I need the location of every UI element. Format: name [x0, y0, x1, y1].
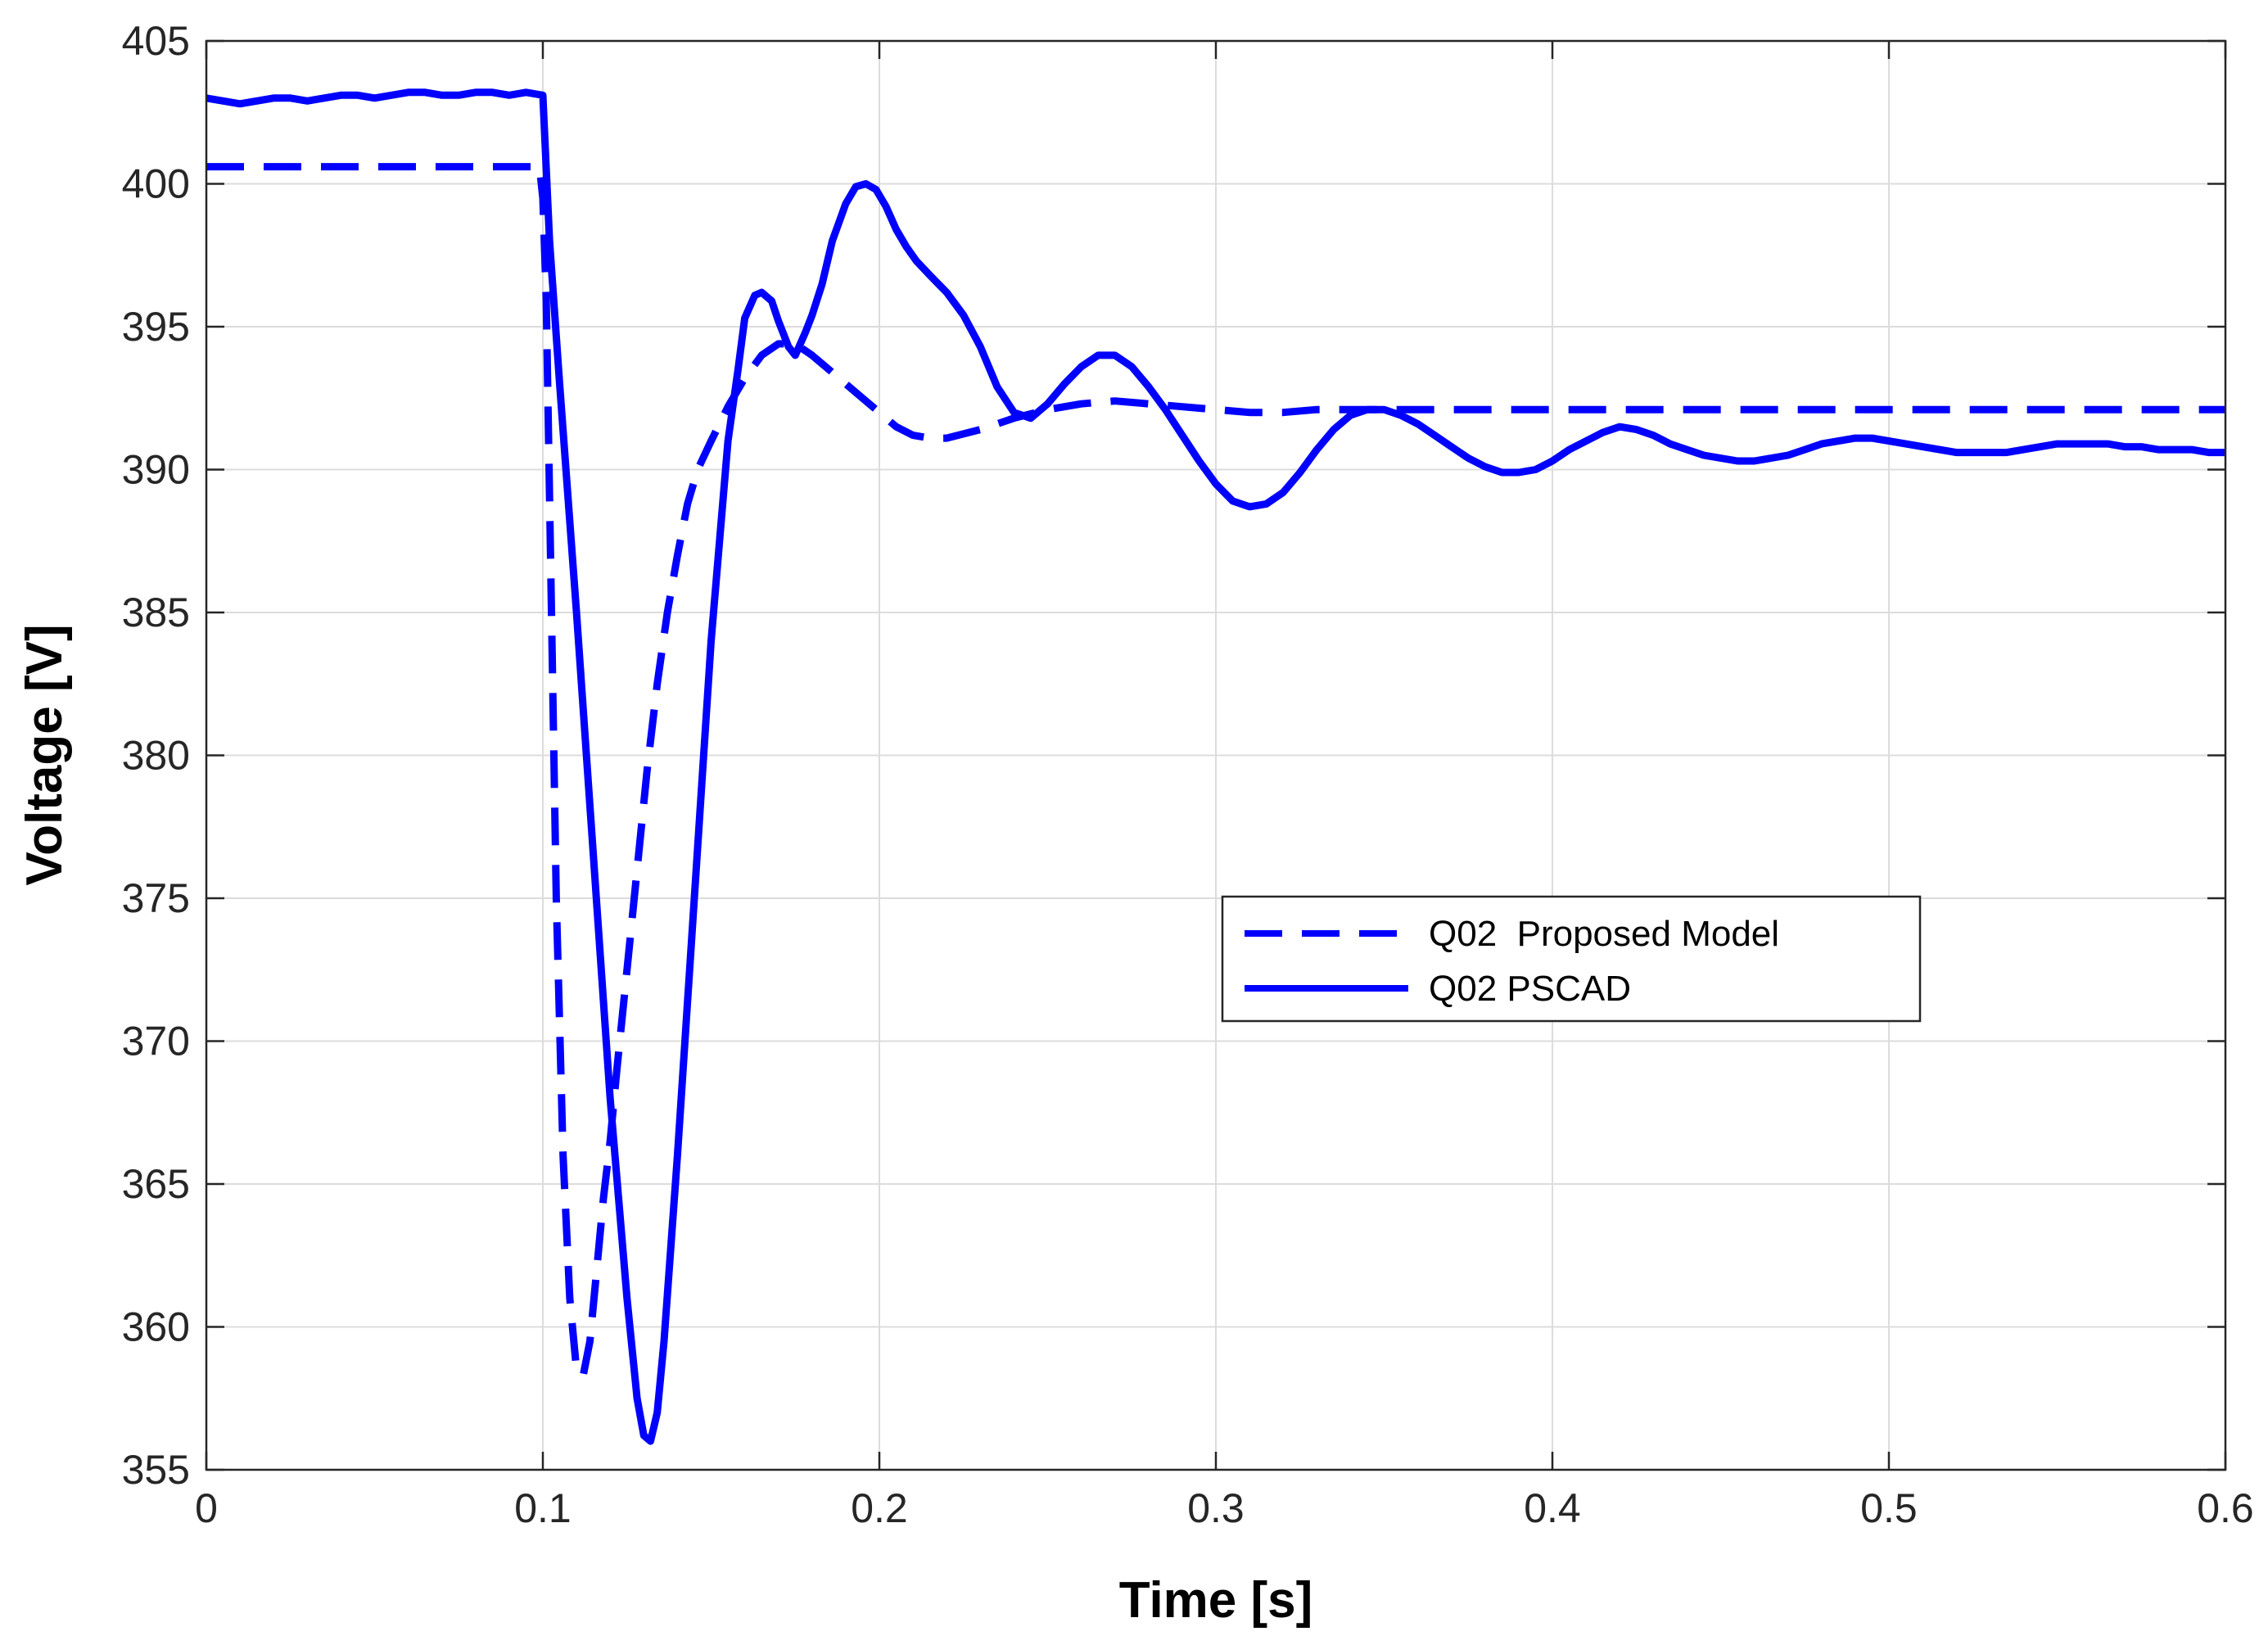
legend-box [1221, 895, 1922, 1023]
y-tick-label: 395 [122, 304, 190, 350]
y-tick-label: 390 [122, 447, 190, 493]
y-tick-label: 365 [122, 1161, 190, 1207]
ticks: 0 0.1 0.2 0.3 0.4 0.5 0.6 355 360 365 370 375 380 385… [122, 18, 2254, 1531]
x-tick-label: 0 [195, 1485, 218, 1531]
legend-label-proposed-model: Q02 Proposed Model [1429, 914, 1779, 954]
y-tick-label: 385 [122, 590, 190, 635]
grid [206, 41, 2225, 1470]
y-tick-label: 405 [122, 18, 190, 64]
x-axis-title: Time [s] [1119, 1572, 1313, 1629]
x-tick-label: 0.5 [1860, 1485, 1918, 1531]
x-tick-label: 0.6 [2197, 1485, 2254, 1531]
y-tick-label: 355 [122, 1447, 190, 1493]
x-tick-label: 0.3 [1187, 1485, 1245, 1531]
y-tick-label: 370 [122, 1019, 190, 1064]
series-line-proposed-model [206, 163, 2225, 1380]
y-tick-label: 380 [122, 733, 190, 779]
series-layer [206, 88, 2225, 1445]
y-tick-label: 375 [122, 875, 190, 921]
y-tick-label: 360 [122, 1304, 190, 1350]
series-line-pscad [206, 88, 2225, 1445]
legend-label-pscad: Q02 PSCAD [1429, 969, 1631, 1009]
legend: Q02 Proposed Model Q02 PSCAD [1221, 895, 1922, 1023]
y-axis-title: Voltage [V] [16, 624, 73, 885]
y-tick-label: 400 [122, 161, 190, 207]
x-tick-label: 0.4 [1524, 1485, 1581, 1531]
x-tick-label: 0.2 [851, 1485, 908, 1531]
x-tick-label: 0.1 [514, 1485, 572, 1531]
